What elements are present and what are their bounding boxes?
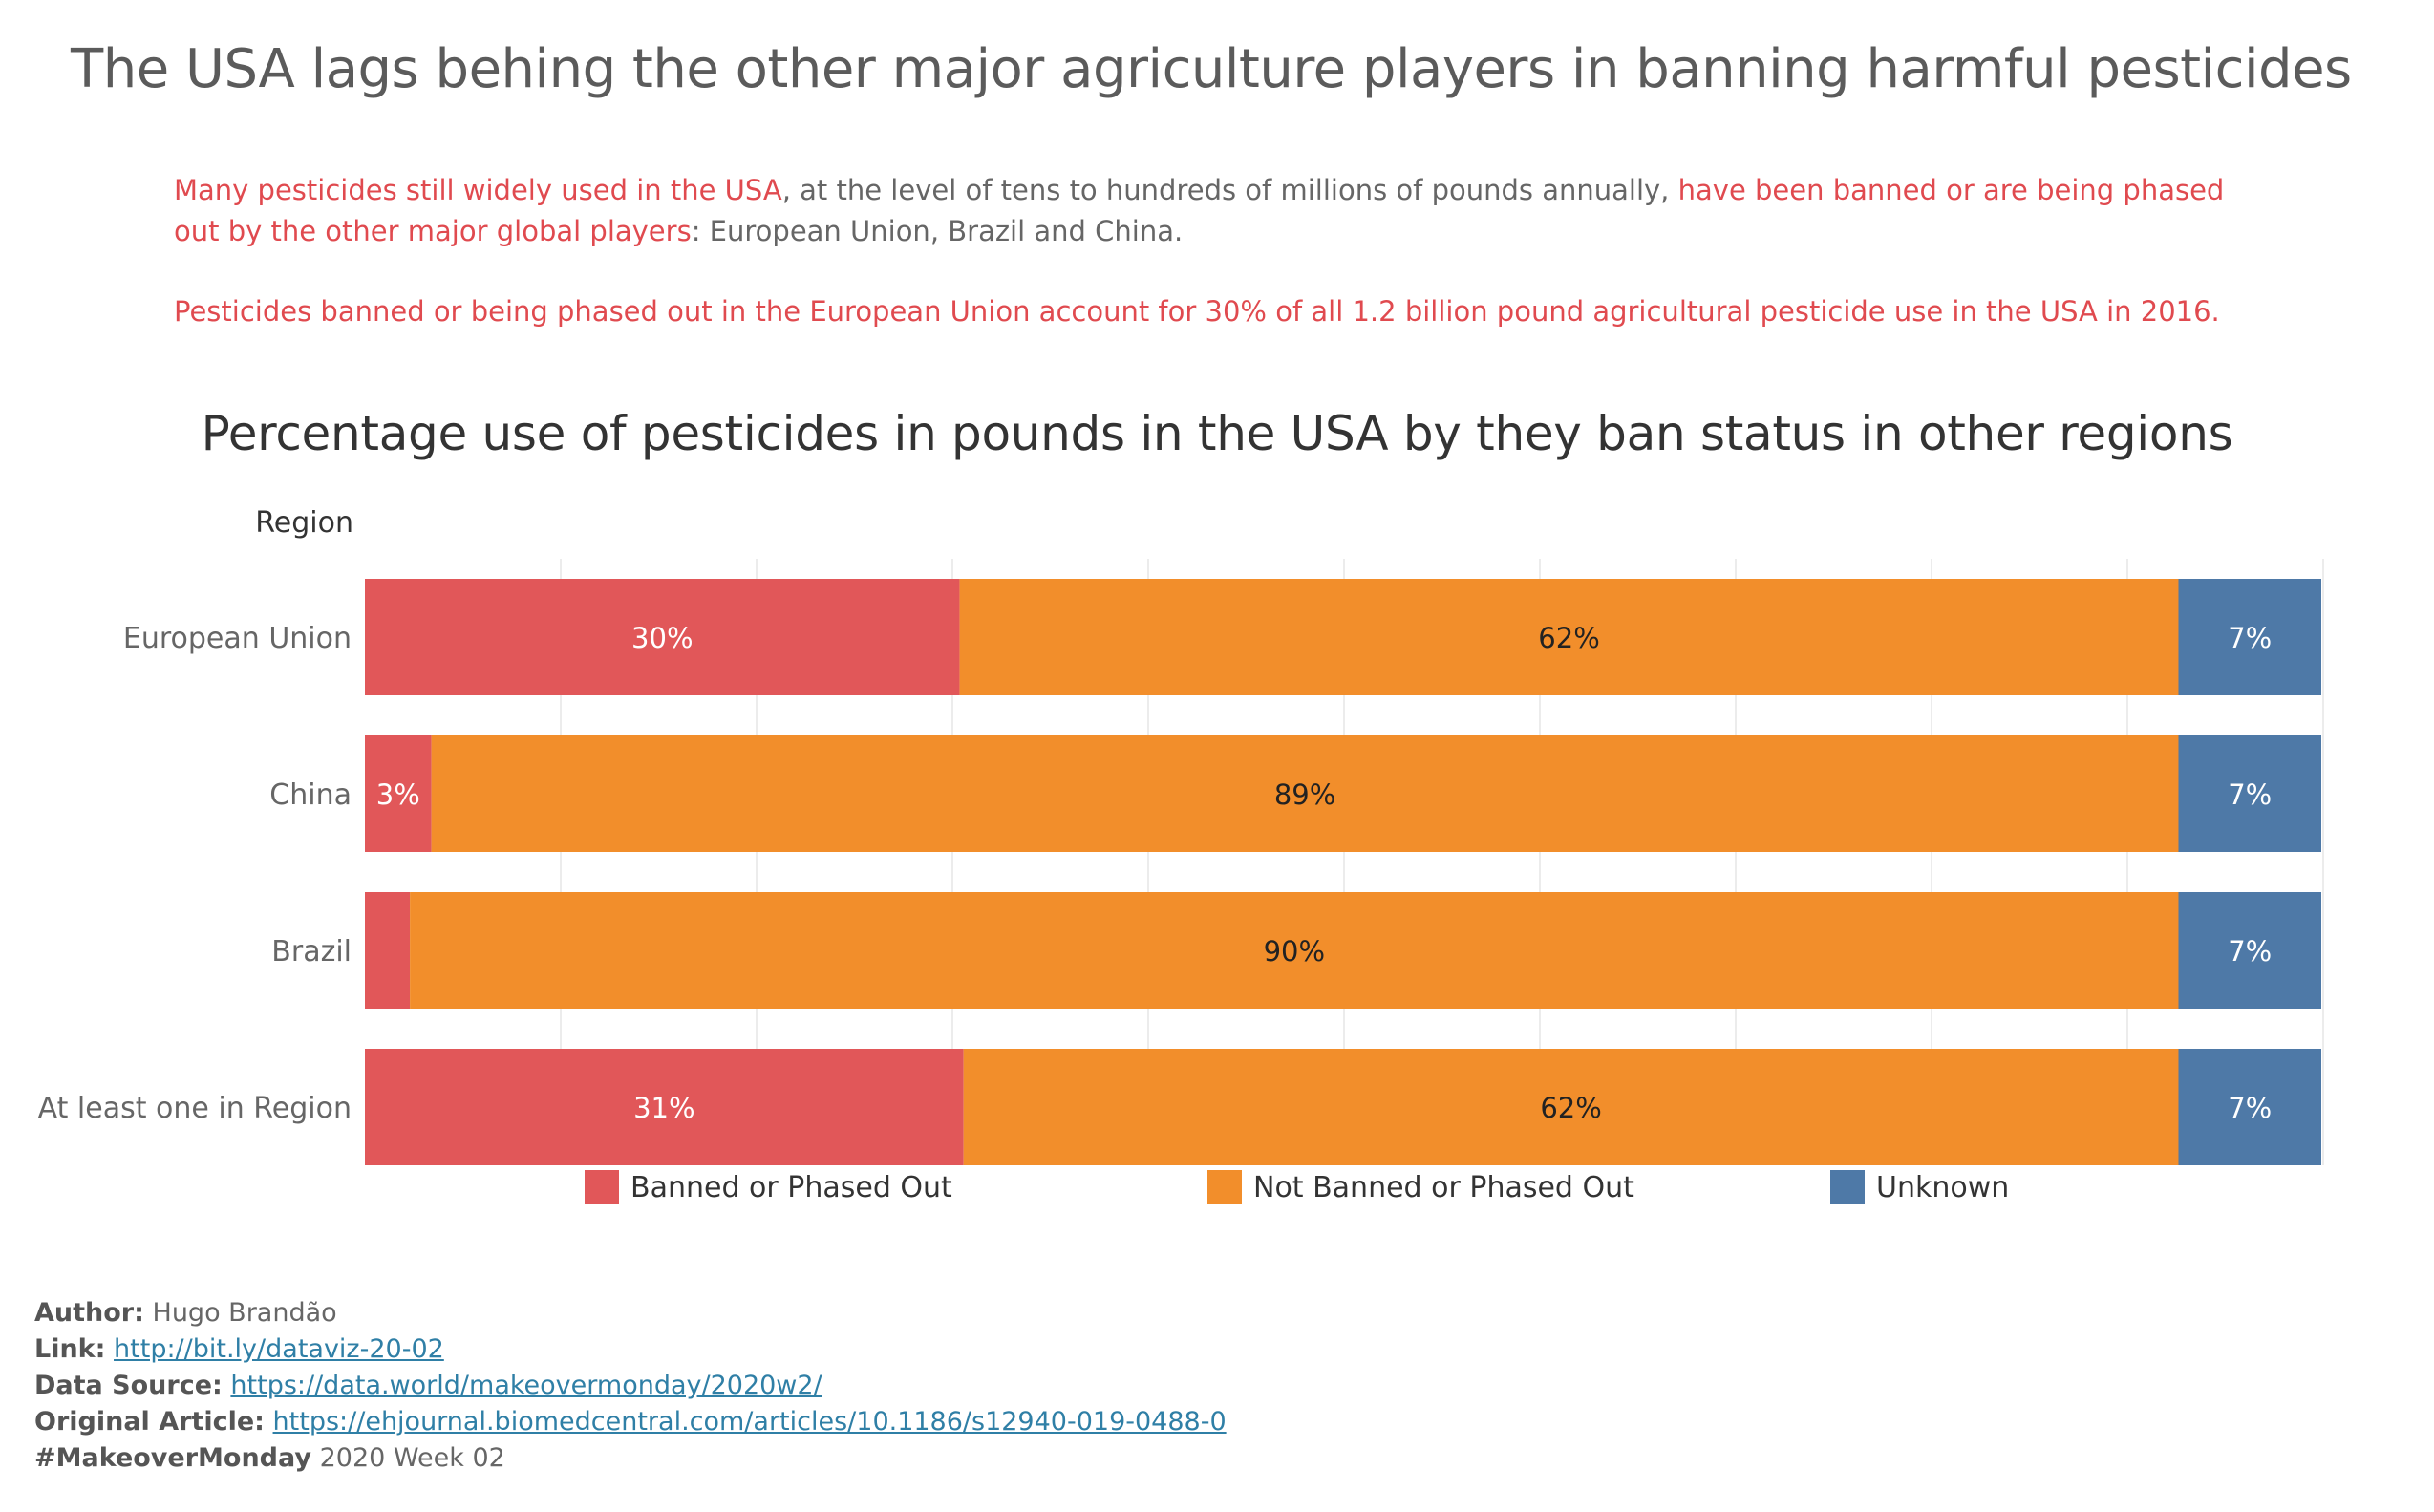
bar-segment (2178, 1049, 2321, 1165)
intro-paragraph-1: Many pesticides still widely used in the… (174, 170, 2237, 252)
data-label: 7% (2228, 622, 2272, 654)
chart-title: Percentage use of pesticides in pounds i… (201, 406, 2233, 461)
data-label: 62% (1540, 1092, 1601, 1124)
category-label: China (269, 778, 352, 812)
credit-author-value: Hugo Brandão (152, 1298, 337, 1328)
intro-highlight-1: Many pesticides still widely used in the… (174, 174, 782, 206)
credit-link-url[interactable]: http://bit.ly/dataviz-20-02 (114, 1334, 444, 1364)
credit-makeover: #MakeoverMonday 2020 Week 02 (34, 1440, 1227, 1477)
intro-text-mid: , at the level of tens to hundreds of mi… (781, 174, 1678, 206)
page-title: The USA lags behing the other major agri… (71, 38, 2352, 100)
credit-link-key: Link: (34, 1334, 106, 1364)
data-label: 89% (1274, 778, 1335, 811)
credit-author-key: Author: (34, 1298, 144, 1328)
data-label: 3% (376, 778, 420, 811)
chart-legend: Banned or Phased Out Not Banned or Phase… (0, 1170, 2434, 1208)
legend-swatch-not-banned (1207, 1170, 1242, 1204)
category-label: Brazil (271, 935, 352, 969)
data-label: 7% (2228, 935, 2272, 968)
legend-label-unknown: Unknown (1876, 1170, 2010, 1204)
bar-segment (365, 1049, 964, 1165)
credit-article-key: Original Article: (34, 1407, 265, 1437)
intro-text: Many pesticides still widely used in the… (174, 170, 2237, 332)
intro-paragraph-2: Pesticides banned or being phased out in… (174, 295, 2220, 328)
data-label: 31% (633, 1092, 694, 1124)
data-label: 7% (2228, 778, 2272, 811)
legend-swatch-unknown (1830, 1170, 1865, 1204)
legend-label-banned: Banned or Phased Out (630, 1170, 952, 1204)
data-label: 7% (2228, 1092, 2272, 1124)
bar-segment (2178, 579, 2321, 695)
y-axis-title: Region (255, 506, 353, 540)
bar-segment (365, 579, 960, 695)
credit-article-url[interactable]: https://ehjournal.biomedcentral.com/arti… (272, 1407, 1227, 1437)
data-label: 62% (1538, 622, 1599, 654)
stacked-bar-chart: Region European Union 30% 62% 7% China 3% 89% 7%… (38, 506, 2324, 1165)
bar-segment (959, 579, 2179, 695)
intro-text-end: : European Union, Brazil and China. (691, 215, 1184, 247)
data-label: 90% (1264, 935, 1325, 968)
bar-segment (2178, 735, 2321, 852)
legend-label-not-banned: Not Banned or Phased Out (1253, 1170, 1634, 1204)
data-label: 30% (631, 622, 693, 654)
bar-segment (431, 735, 2179, 852)
legend-item-banned[interactable]: Banned or Phased Out (585, 1170, 952, 1204)
bar-segment (963, 1049, 2179, 1165)
credit-link: Link: http://bit.ly/dataviz-20-02 (34, 1331, 1227, 1368)
credit-source-url[interactable]: https://data.world/makeovermonday/2020w2… (230, 1371, 822, 1400)
credit-author: Author: Hugo Brandão (34, 1295, 1227, 1331)
intro-highlight-2: have been banned or are being phased out… (174, 174, 2225, 247)
legend-item-unknown[interactable]: Unknown (1830, 1170, 2009, 1204)
bar-segment (365, 892, 411, 1009)
credit-source: Data Source: https://data.world/makeover… (34, 1368, 1227, 1404)
bar-segment (2178, 892, 2321, 1009)
bar-segment (365, 735, 432, 852)
credit-makeover-value: 2020 Week 02 (319, 1443, 505, 1473)
credits: Author: Hugo Brandão Link: http://bit.ly… (34, 1295, 1227, 1477)
bar-segment (410, 892, 2179, 1009)
credit-source-key: Data Source: (34, 1371, 223, 1400)
category-label: European Union (123, 622, 352, 655)
credit-article: Original Article: https://ehjournal.biom… (34, 1404, 1227, 1440)
credit-makeover-key: #MakeoverMonday (34, 1443, 311, 1473)
legend-swatch-banned (585, 1170, 619, 1204)
category-label: At least one in Region (38, 1092, 352, 1125)
legend-item-not-banned[interactable]: Not Banned or Phased Out (1207, 1170, 1634, 1204)
